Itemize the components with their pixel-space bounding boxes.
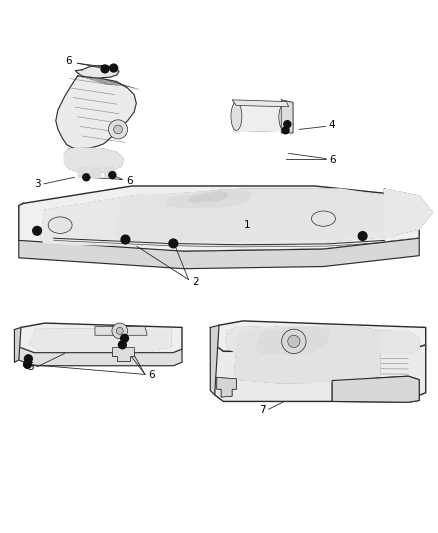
Ellipse shape [279,104,290,130]
Polygon shape [234,327,380,383]
Polygon shape [75,66,119,78]
Polygon shape [167,190,252,208]
Polygon shape [41,192,393,246]
Polygon shape [78,167,87,177]
Text: 6: 6 [148,370,155,381]
Circle shape [83,174,90,181]
Ellipse shape [311,211,336,226]
Text: 1: 1 [244,220,251,230]
Circle shape [169,239,178,248]
Polygon shape [226,327,419,353]
Circle shape [112,323,127,339]
Polygon shape [234,102,284,132]
Text: 2: 2 [192,277,198,287]
Circle shape [116,327,123,334]
Circle shape [33,227,42,235]
Polygon shape [30,329,171,351]
Polygon shape [210,325,219,395]
Polygon shape [19,238,419,269]
Polygon shape [91,167,100,177]
Text: 6: 6 [127,176,133,186]
Circle shape [24,360,32,368]
Polygon shape [215,345,426,401]
Circle shape [120,334,128,342]
Text: 6: 6 [329,155,336,165]
Circle shape [25,355,32,362]
Circle shape [282,127,289,134]
Polygon shape [215,321,426,351]
Text: 3: 3 [34,179,40,189]
Polygon shape [217,377,237,397]
Polygon shape [56,76,136,149]
Polygon shape [19,323,182,353]
Circle shape [358,232,367,240]
Polygon shape [188,192,228,202]
Circle shape [118,341,126,349]
Circle shape [284,120,291,128]
Circle shape [288,335,300,348]
Circle shape [282,329,306,353]
Polygon shape [281,100,293,133]
Text: 6: 6 [66,56,72,66]
Circle shape [101,65,109,73]
Circle shape [109,120,127,139]
Circle shape [109,172,116,179]
Polygon shape [113,347,134,361]
Polygon shape [14,327,21,362]
Polygon shape [332,376,419,402]
Polygon shape [95,327,147,335]
Ellipse shape [48,217,72,233]
Ellipse shape [231,102,242,131]
Text: 5: 5 [28,361,34,372]
Polygon shape [115,189,385,240]
Polygon shape [104,167,113,177]
Circle shape [110,64,117,72]
Polygon shape [385,189,432,237]
Polygon shape [64,148,123,173]
Text: 4: 4 [329,120,336,130]
Polygon shape [19,347,182,366]
Polygon shape [256,327,330,354]
Polygon shape [232,100,289,107]
Text: 7: 7 [259,405,266,415]
Circle shape [114,125,122,134]
Circle shape [121,235,130,244]
Polygon shape [19,186,419,251]
